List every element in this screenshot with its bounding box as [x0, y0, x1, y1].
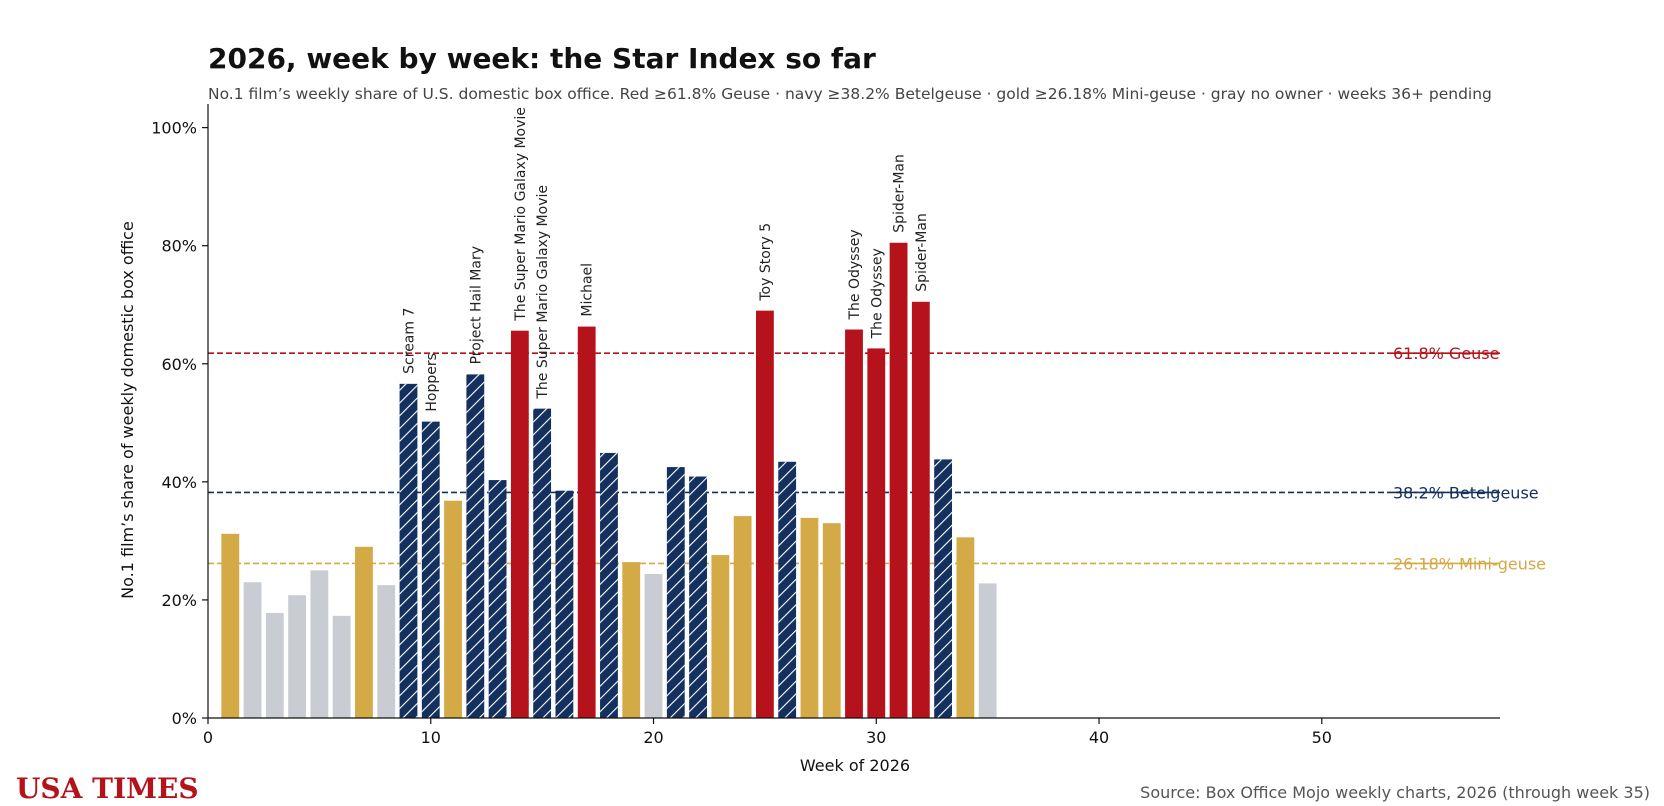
bar: [377, 585, 396, 718]
bar-label: Toy Story 5: [758, 223, 774, 302]
bar: [956, 537, 975, 718]
chart-title: 2026, week by week: the Star Index so fa…: [208, 42, 876, 75]
bar: [332, 615, 351, 718]
bar: [265, 612, 284, 718]
bar: [644, 573, 663, 718]
y-ticks: 0% 20% 40% 60% 80% 100%: [151, 119, 208, 728]
bar-label: The Odyssey: [847, 229, 863, 320]
bar-hatch: [689, 476, 707, 718]
bar: [978, 583, 997, 718]
y-tick-label: 80%: [161, 237, 197, 256]
bar: [622, 562, 641, 718]
bar-label: The Super Mario Galaxy Movie: [513, 107, 529, 322]
bar: [243, 582, 262, 718]
bar: [711, 555, 730, 718]
bar-hatch: [488, 480, 507, 718]
x-tick-label: 50: [1312, 728, 1332, 747]
bar: [800, 517, 819, 718]
bar: [221, 533, 240, 718]
bar-label: Project Hail Mary: [468, 246, 484, 364]
usa-times-logo: USA TIMES: [16, 772, 199, 805]
bar: [733, 516, 752, 718]
bar: [355, 546, 373, 718]
bar-label: Spider-Man: [892, 154, 908, 233]
y-tick-label: 20%: [161, 591, 197, 610]
x-tick-label: 20: [643, 728, 663, 747]
bars: [221, 242, 997, 718]
bar-hatch: [399, 383, 418, 718]
bar-hatch: [466, 374, 485, 718]
bar-label: Spider-Man: [914, 213, 930, 292]
x-axis-label: Week of 2026: [800, 756, 910, 775]
bar: [444, 500, 462, 718]
bar: [510, 330, 529, 718]
y-tick-label: 0%: [172, 709, 197, 728]
bar-hatch: [555, 490, 574, 718]
x-tick-label: 10: [421, 728, 441, 747]
bar-label: Scream 7: [401, 308, 417, 374]
bar-label: Hoppers: [424, 353, 440, 412]
bar: [288, 595, 307, 718]
y-axis-label: No.1 film’s share of weekly domestic box…: [118, 221, 137, 599]
bar-label: The Super Mario Galaxy Movie: [535, 185, 551, 400]
bar-hatch: [666, 467, 685, 718]
bar: [577, 326, 596, 718]
bar: [310, 570, 329, 718]
y-tick-label: 40%: [161, 473, 197, 492]
bar-hatch: [778, 461, 797, 718]
x-ticks: 0 10 20 30 40 50: [203, 718, 1332, 747]
bar: [867, 348, 886, 718]
y-tick-label: 60%: [161, 355, 197, 374]
y-tick-label: 100%: [151, 119, 197, 138]
bar-hatch: [533, 408, 552, 718]
bar-label: The Odyssey: [869, 248, 885, 339]
x-tick-label: 0: [203, 728, 213, 747]
bar: [889, 242, 908, 718]
x-tick-label: 40: [1089, 728, 1109, 747]
bar-hatch: [421, 421, 440, 718]
bar-hatch: [600, 452, 618, 718]
bar-label: Michael: [580, 263, 596, 317]
bar: [911, 301, 930, 718]
x-tick-label: 30: [866, 728, 886, 747]
bar: [845, 329, 863, 718]
bar: [755, 310, 774, 718]
threshold-label: 61.8% Geuse: [1393, 344, 1499, 363]
source-note: Source: Box Office Mojo weekly charts, 2…: [1140, 783, 1650, 802]
bar: [822, 523, 841, 718]
chart-subtitle: No.1 film’s weekly share of U.S. domesti…: [208, 85, 1492, 103]
bar-labels: Scream 7 Hoppers Project Hail Mary The Supe…: [401, 107, 1500, 565]
bar-hatch: [934, 459, 953, 718]
